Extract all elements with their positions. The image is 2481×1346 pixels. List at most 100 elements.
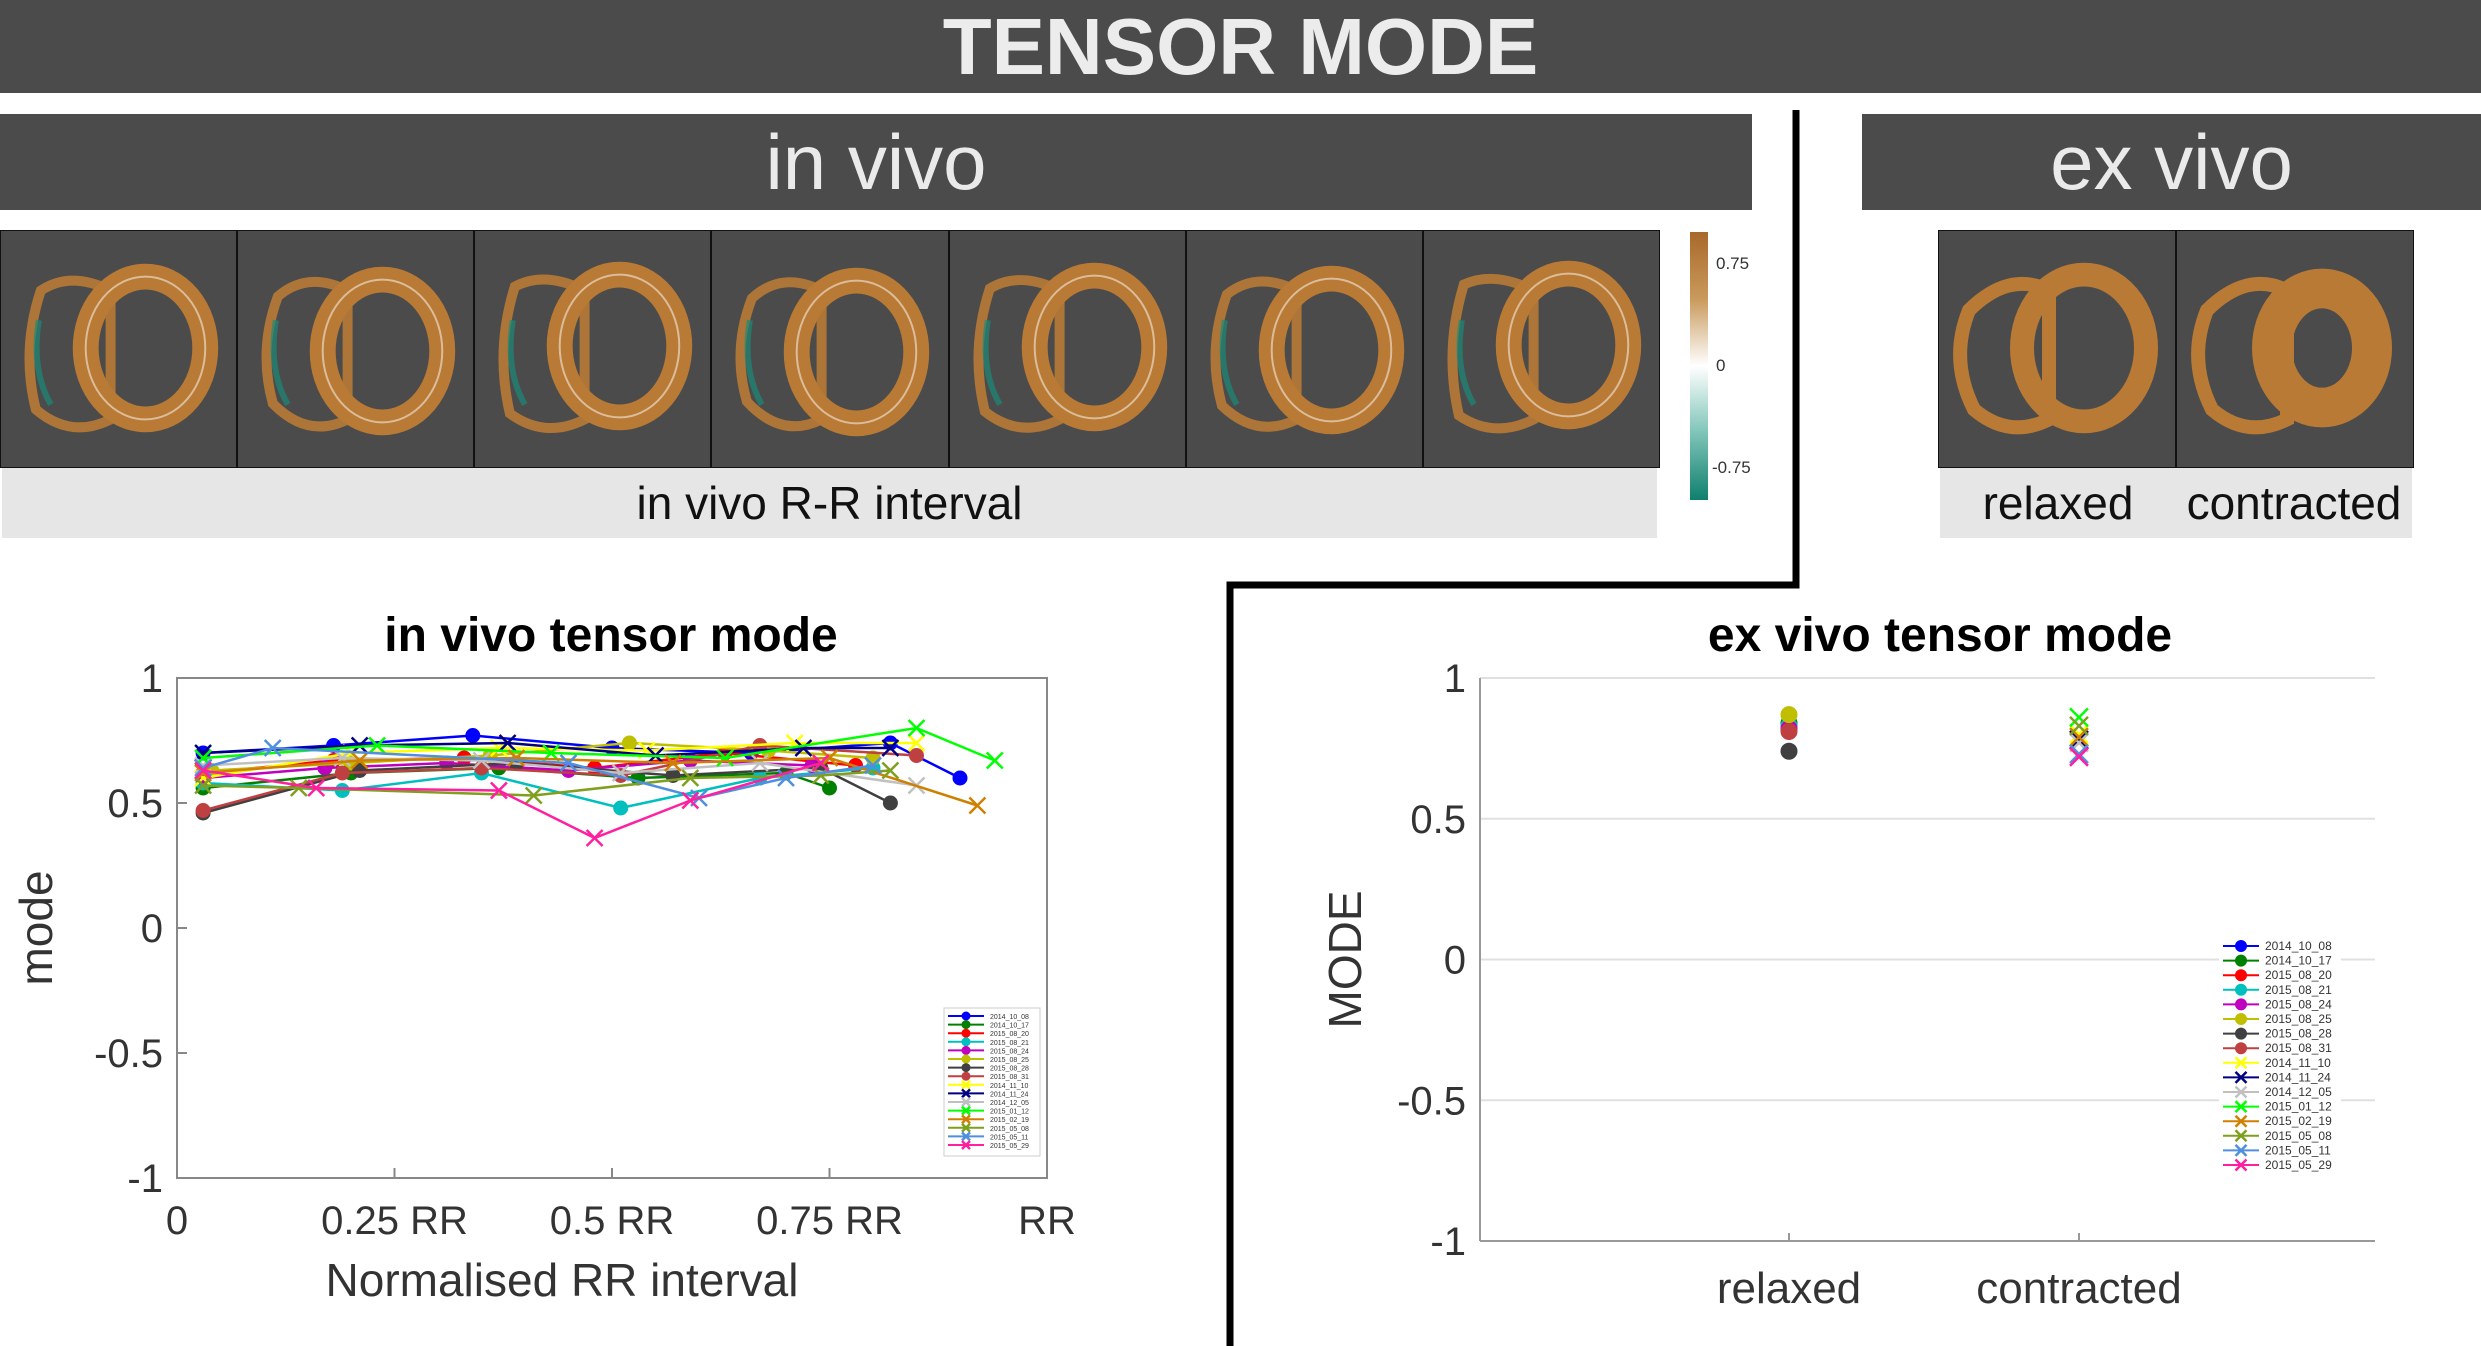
- heart-slice-graphic: [261, 266, 456, 436]
- data-point: [585, 829, 604, 847]
- data-point: [907, 719, 926, 737]
- legend-label: 2015_08_21: [990, 1040, 1029, 1047]
- series-2014_11_10: [2069, 724, 2089, 745]
- exvivo-caption-bar: relaxed contracted: [1940, 468, 2412, 538]
- data-point: [822, 780, 837, 796]
- legend-label: 2014_12_05: [2265, 1085, 2332, 1099]
- heart-slice-graphic: [1953, 262, 2158, 435]
- legend-label: 2014_10_08: [990, 1014, 1029, 1021]
- legend-label: 2014_11_24: [2265, 1070, 2331, 1084]
- x-tick-label: 0.25 RR: [321, 1199, 468, 1243]
- series-2015_05_29: [194, 754, 830, 847]
- data-point: [864, 756, 882, 775]
- y-tick-label: 1: [1444, 657, 1466, 701]
- series-line: [203, 756, 917, 787]
- data-point: [2069, 724, 2089, 745]
- data-point: [794, 739, 813, 757]
- data-point: [474, 760, 489, 776]
- heart-slice-graphic: [973, 262, 1167, 433]
- heart-slice-graphic: [24, 263, 219, 433]
- data-point: [621, 735, 637, 751]
- series-2015_01_12: [194, 719, 1004, 770]
- series-2015_08_25: [1780, 706, 1798, 724]
- data-point: [961, 1122, 971, 1133]
- data-point: [2234, 1144, 2248, 1157]
- data-point: [559, 754, 578, 772]
- y-tick-label: 0.5: [107, 782, 163, 826]
- data-point: [2235, 940, 2247, 952]
- data-point: [820, 749, 839, 767]
- data-point: [1780, 742, 1798, 760]
- colorbar-tick-label: 0: [1716, 356, 1726, 375]
- invivo-tensor-mode-chart: -1 -0.5 0 0.5 1 0 0.25 RR 0.5 RR 0.75 RR RR Normal…: [10, 657, 1076, 1306]
- series-line: [203, 726, 996, 762]
- legend-label: 2014_10_17: [2265, 954, 2332, 968]
- data-point: [961, 1114, 971, 1125]
- colorbar: [1690, 232, 1708, 500]
- data-point: [961, 1079, 971, 1090]
- legend-label: 2015_08_28: [990, 1066, 1029, 1073]
- data-point: [907, 734, 926, 752]
- legend-label: 2014_11_10: [990, 1083, 1029, 1090]
- legend-label: 2015_05_11: [990, 1134, 1029, 1141]
- data-point: [2234, 1114, 2248, 1128]
- series-2015_05_08: [2069, 715, 2089, 736]
- data-point: [961, 1105, 971, 1116]
- data-point: [289, 779, 308, 797]
- data-point: [368, 736, 386, 755]
- data-point: [952, 770, 968, 786]
- series-line: [203, 756, 978, 807]
- exvivo-contracted-image: [2177, 231, 2413, 467]
- exvivo-contracted-label: contracted: [2186, 477, 2402, 529]
- heart-slice-graphic: [2191, 268, 2392, 435]
- data-point: [961, 1071, 971, 1081]
- data-point: [1780, 706, 1798, 724]
- legend-label: 2015_08_21: [2265, 983, 2332, 997]
- data-point: [2235, 998, 2247, 1011]
- series-2015_05_29: [2069, 746, 2089, 767]
- data-point: [909, 748, 924, 763]
- x-tick-label: 0.5 RR: [550, 1199, 675, 1243]
- data-point: [961, 1131, 971, 1142]
- x-axis-label: Normalised RR interval: [326, 1254, 799, 1306]
- x-tick-label: 0.75 RR: [756, 1199, 903, 1243]
- data-point: [352, 763, 368, 778]
- data-point: [490, 781, 508, 800]
- data-point: [472, 751, 491, 770]
- legend-label: 2015_08_20: [990, 1031, 1029, 1038]
- invivo-image-strip: [0, 230, 1660, 468]
- data-point: [334, 765, 350, 781]
- series-2015_05_11: [2069, 744, 2089, 764]
- data-point: [2235, 1042, 2247, 1055]
- heart-slice-graphic: [1447, 260, 1642, 434]
- legend-label: 2015_01_12: [2265, 1100, 2332, 1114]
- legend-label: 2015_05_08: [2265, 1129, 2332, 1143]
- series-2015_05_08: [194, 761, 900, 805]
- legend-label: 2014_10_17: [990, 1023, 1029, 1030]
- series-line: [203, 741, 891, 757]
- legend-label: 2015_05_29: [2265, 1158, 2332, 1172]
- data-point: [961, 1097, 971, 1107]
- invivo-slice-image: [1187, 231, 1424, 467]
- data-point: [2234, 1085, 2248, 1099]
- data-point: [2235, 1013, 2247, 1025]
- data-point: [968, 796, 987, 815]
- legend-label: 2015_08_28: [2265, 1027, 2332, 1041]
- legend-label: 2014_11_10: [2265, 1056, 2331, 1070]
- data-point: [664, 754, 682, 772]
- legend-label: 2015_08_25: [2265, 1012, 2332, 1026]
- data-point: [195, 803, 211, 818]
- legend-label: 2015_08_25: [990, 1057, 1029, 1064]
- invivo-slice-image: [475, 231, 713, 467]
- series-2015_02_19: [194, 749, 987, 815]
- data-point: [2235, 1027, 2247, 1040]
- data-point: [961, 1140, 971, 1150]
- y-tick-label: 0: [141, 907, 163, 951]
- exvivo-chart-title: ex vivo tensor mode: [1707, 609, 2173, 662]
- x-tick-label: relaxed: [1717, 1264, 1861, 1313]
- data-point: [2234, 1071, 2248, 1084]
- series-2014_11_24: [2069, 730, 2089, 750]
- y-axis-label: mode: [10, 870, 62, 985]
- data-point: [2069, 746, 2089, 767]
- data-point: [961, 1020, 971, 1030]
